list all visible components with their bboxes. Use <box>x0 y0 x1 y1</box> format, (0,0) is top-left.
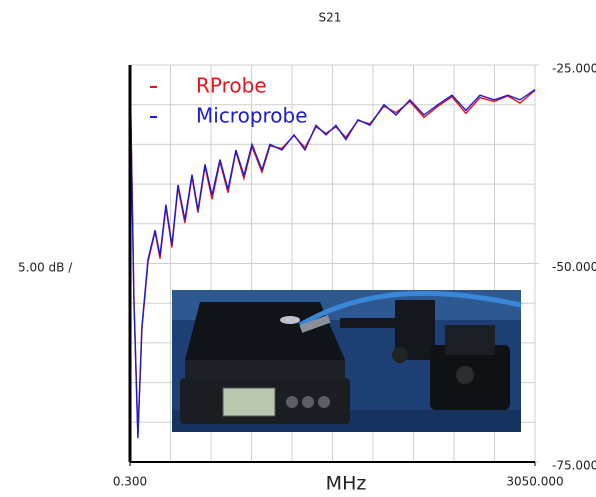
y-tick-label: -25.000 <box>552 62 596 76</box>
legend: RProbe Microprobe <box>150 74 308 128</box>
legend-label: RProbe <box>196 74 267 98</box>
x-tick-label: 3050.000 <box>506 475 563 489</box>
inset-photo <box>172 290 522 432</box>
plot-lines <box>129 64 536 439</box>
chart-title: S21 <box>319 11 342 25</box>
series-line <box>129 64 536 439</box>
x-axis-label: MHz <box>326 473 367 495</box>
axes <box>128 65 535 463</box>
scale-label: 5.00 dB / <box>18 261 73 275</box>
y-tick-label: -75.000 <box>552 459 596 473</box>
legend-label: Microprobe <box>196 104 308 128</box>
y-tick-label: -50.000 <box>552 260 596 274</box>
x-tick-label: 0.300 <box>113 475 147 489</box>
